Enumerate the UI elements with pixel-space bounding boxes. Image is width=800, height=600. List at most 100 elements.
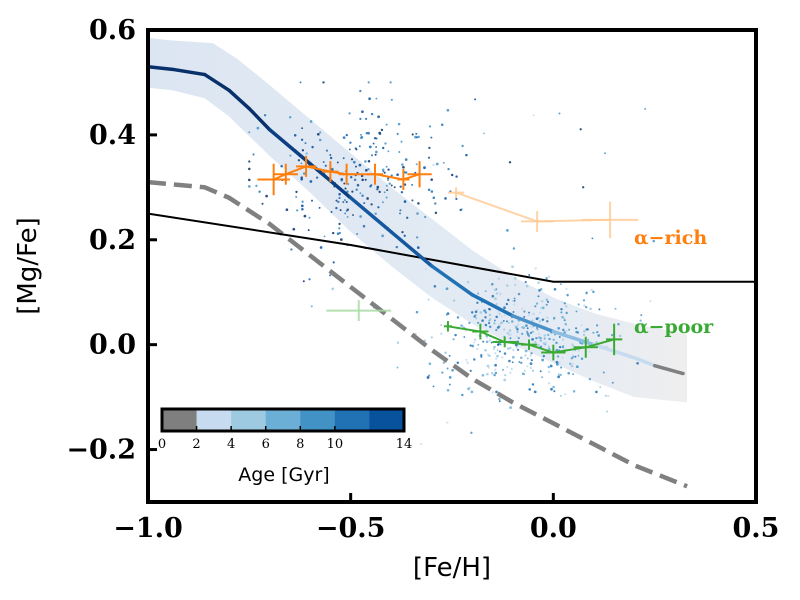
star-point bbox=[337, 200, 340, 204]
star-point bbox=[541, 318, 545, 322]
alpha-rich-point bbox=[322, 161, 339, 183]
star-point bbox=[403, 234, 406, 237]
star-point bbox=[585, 292, 588, 295]
star-point bbox=[300, 204, 304, 208]
star-point bbox=[359, 192, 362, 195]
star-point bbox=[403, 200, 406, 203]
star-point bbox=[365, 117, 368, 120]
star-point bbox=[570, 364, 574, 368]
star-point bbox=[414, 171, 417, 174]
star-point bbox=[440, 123, 444, 126]
star-point bbox=[534, 340, 537, 344]
star-point bbox=[430, 190, 434, 193]
model-track-segment bbox=[227, 88, 252, 111]
star-point bbox=[338, 192, 341, 196]
star-point bbox=[565, 311, 568, 315]
star-point bbox=[375, 150, 378, 154]
star-point bbox=[529, 354, 532, 357]
star-point bbox=[347, 183, 350, 185]
star-point bbox=[452, 338, 455, 341]
star-point bbox=[539, 287, 543, 291]
star-point bbox=[547, 365, 550, 369]
star-point bbox=[503, 306, 506, 310]
star-point bbox=[555, 360, 559, 364]
star-point bbox=[292, 227, 296, 231]
star-point bbox=[502, 319, 505, 322]
star-point bbox=[256, 126, 260, 130]
star-point bbox=[535, 336, 538, 340]
star-point bbox=[481, 373, 485, 377]
star-point bbox=[541, 300, 544, 303]
star-point bbox=[300, 162, 303, 165]
star-point bbox=[474, 310, 478, 314]
star-point bbox=[416, 246, 420, 249]
star-point bbox=[589, 307, 592, 311]
star-point bbox=[417, 202, 420, 205]
star-point bbox=[349, 141, 352, 144]
star-point bbox=[523, 369, 526, 372]
star-point bbox=[451, 368, 454, 372]
star-point bbox=[473, 341, 476, 344]
star-point bbox=[319, 246, 323, 249]
star-point bbox=[560, 366, 563, 369]
star-point bbox=[469, 344, 472, 347]
star-point bbox=[582, 333, 586, 337]
star-point bbox=[491, 294, 495, 298]
model-track-segment bbox=[267, 127, 312, 166]
star-point bbox=[516, 335, 519, 338]
star-point bbox=[538, 336, 541, 339]
star-point bbox=[310, 199, 314, 202]
star-point bbox=[396, 341, 400, 344]
star-point bbox=[531, 338, 534, 341]
star-point bbox=[537, 281, 540, 284]
star-point bbox=[592, 331, 595, 334]
star-point bbox=[534, 267, 537, 270]
star-point bbox=[483, 132, 486, 135]
star-point bbox=[381, 168, 385, 172]
star-point bbox=[545, 316, 549, 319]
star-point bbox=[389, 81, 392, 84]
star-point bbox=[387, 179, 389, 181]
star-point bbox=[566, 293, 569, 297]
star-point bbox=[380, 128, 384, 132]
alpha-rich-point bbox=[338, 163, 355, 185]
star-point bbox=[564, 329, 568, 333]
star-point bbox=[498, 400, 501, 403]
star-point bbox=[520, 356, 523, 359]
star-point bbox=[528, 388, 531, 391]
alpha-poor-point bbox=[443, 321, 452, 332]
star-point bbox=[649, 300, 652, 303]
star-point bbox=[558, 345, 562, 349]
star-point bbox=[484, 311, 488, 314]
star-point bbox=[404, 171, 408, 174]
star-point bbox=[367, 167, 370, 171]
star-point bbox=[602, 371, 605, 374]
star-point bbox=[606, 410, 609, 413]
star-point bbox=[535, 302, 539, 305]
star-point bbox=[500, 321, 504, 325]
star-point bbox=[515, 346, 518, 349]
alpha-rich-label: α−rich bbox=[634, 227, 707, 249]
star-point bbox=[352, 160, 356, 164]
star-point bbox=[507, 333, 511, 337]
star-point bbox=[479, 311, 483, 314]
alpha-rich-sparse-point bbox=[447, 187, 465, 198]
star-point bbox=[549, 364, 553, 368]
star-point bbox=[387, 168, 390, 171]
star-point bbox=[494, 363, 497, 367]
star-point bbox=[332, 231, 335, 235]
star-point bbox=[434, 211, 438, 215]
colorbar-segment bbox=[300, 409, 336, 431]
star-point bbox=[574, 355, 577, 358]
star-point bbox=[430, 178, 433, 181]
star-point bbox=[342, 157, 345, 160]
star-point bbox=[568, 328, 571, 331]
star-point bbox=[401, 163, 404, 166]
star-point bbox=[344, 187, 347, 190]
star-point bbox=[556, 363, 559, 366]
star-point bbox=[469, 369, 472, 373]
star-point bbox=[641, 322, 644, 325]
star-point bbox=[301, 200, 304, 203]
star-point bbox=[502, 368, 505, 371]
star-point bbox=[537, 332, 541, 336]
